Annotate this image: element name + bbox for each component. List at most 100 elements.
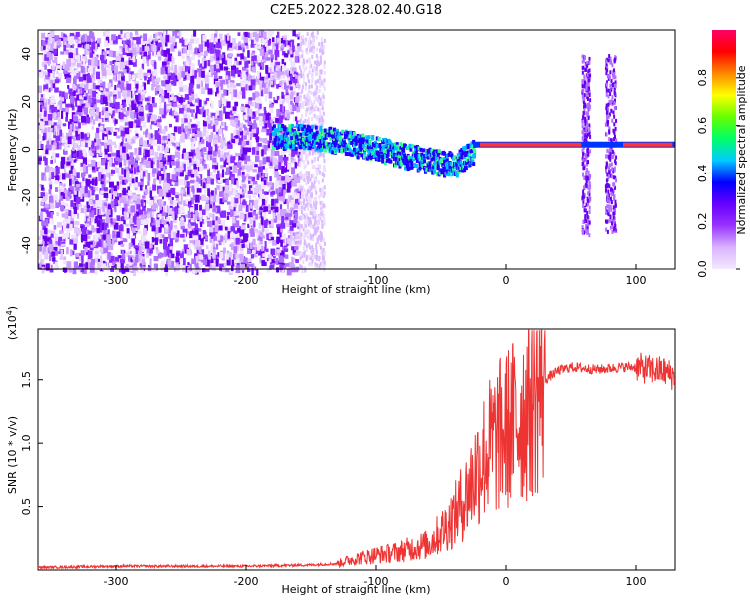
spectrogram-cell — [176, 104, 182, 108]
spectrogram-cell — [291, 256, 294, 263]
spectrogram-cell — [251, 66, 257, 73]
spectrogram-cell — [88, 261, 91, 269]
spectrogram-cell — [269, 176, 272, 182]
spectrogram-cell — [179, 170, 184, 177]
spectrogram-cell — [321, 260, 324, 265]
spectrogram-cell — [48, 255, 52, 261]
spectrogram-cell — [44, 88, 49, 92]
spectrogram-cell — [51, 172, 54, 180]
spectrogram-cell — [289, 178, 295, 183]
spectrogram-cell — [110, 187, 114, 194]
spectrogram-cell — [142, 72, 148, 79]
spectrogram-cell — [304, 223, 307, 228]
spectrogram-cell — [112, 185, 118, 193]
spectrogram-cell — [121, 268, 126, 274]
spectrogram-cell — [319, 97, 322, 102]
spectrogram-cell — [143, 211, 148, 218]
spectrogram-cell — [284, 85, 290, 89]
spectrogram-cell — [259, 238, 263, 245]
spectrogram-cell — [323, 166, 326, 171]
spectrogram-cell — [204, 101, 207, 105]
spectrogram-cell — [121, 167, 124, 175]
spectrogram-cell — [146, 248, 152, 256]
spectrogram-cell — [212, 252, 216, 259]
spectrogram-cell — [258, 160, 262, 167]
spectrogram-cell — [217, 117, 222, 121]
spectrogram-cell — [314, 151, 317, 156]
spectrogram-cell — [70, 101, 73, 108]
spectrogram-cell — [60, 161, 65, 169]
spectrogram-cell — [75, 187, 81, 191]
spectrogram-cell — [204, 163, 210, 170]
spectrogram-cell — [285, 188, 288, 193]
spectrogram-cell — [163, 241, 168, 250]
spectrogram-cell — [126, 90, 130, 97]
spectrogram-cell — [181, 123, 184, 132]
spectrogram-cell — [51, 251, 56, 257]
spectrogram-cell — [66, 261, 72, 269]
spectrogram-cell — [259, 190, 263, 199]
spectrogram-cell — [67, 210, 72, 217]
spectrogram-cell — [142, 140, 148, 148]
spectrogram-cell — [63, 68, 68, 74]
spectrogram-cell — [125, 60, 129, 66]
spectrogram-cell — [154, 151, 159, 160]
spectrogram-cell — [152, 161, 155, 165]
spectrogram-cell — [92, 36, 96, 43]
spectrogram-cell — [132, 194, 137, 201]
spectrogram-cell — [40, 197, 44, 202]
spectrogram-cell — [94, 138, 97, 143]
spectrogram-cell — [319, 266, 322, 271]
spectrogram-cell — [192, 158, 197, 166]
spectrogram-cell — [218, 225, 223, 231]
spectrogram-cell — [97, 258, 101, 262]
spectrogram-cell — [105, 127, 111, 134]
spectrogram-cell — [233, 140, 238, 145]
spectrogram-cell — [238, 41, 241, 46]
spectrogram-cell — [262, 138, 268, 144]
spectrogram-cell — [246, 147, 251, 153]
spectrogram-cell — [286, 97, 290, 104]
spectrogram-cell — [128, 160, 134, 165]
spectrogram-cell — [269, 105, 274, 114]
spectrogram-cell — [204, 60, 207, 69]
spectrogram-cell — [275, 258, 279, 266]
spectrogram-cell — [312, 233, 315, 238]
spectrogram-cell — [255, 155, 260, 162]
spectrogram-cell — [301, 54, 304, 59]
spectrogram-cell — [137, 89, 142, 94]
spectrogram-cell — [158, 219, 162, 225]
spectrogram-cell — [83, 216, 86, 222]
spectrogram-cell — [287, 50, 290, 55]
spectrogram-cell — [277, 70, 281, 78]
spectrogram-cell — [305, 124, 308, 129]
spectrogram-cell — [165, 268, 169, 277]
spectrogram-cell — [220, 138, 223, 143]
spectrogram-cell — [291, 82, 296, 90]
spectrogram-cell — [202, 34, 207, 42]
spectrogram-cell — [64, 144, 68, 151]
spectrogram-cell — [202, 235, 207, 239]
spectrogram-cell — [153, 114, 158, 121]
spectrogram-cell — [241, 165, 246, 170]
spectrogram-cell — [299, 252, 302, 257]
spectrogram-cell — [72, 153, 77, 158]
spectrogram-cell — [79, 191, 83, 200]
spectrogram-cell — [233, 178, 238, 185]
spectrogram-cell — [155, 168, 159, 174]
spectrogram-cell — [94, 132, 100, 139]
spectrogram-cell — [178, 195, 181, 202]
spectrogram-cell — [322, 79, 325, 84]
spectrogram-cell — [292, 30, 296, 37]
spectrogram-cell — [226, 215, 230, 220]
spectrogram-cell — [201, 66, 205, 71]
spectrogram-cell — [128, 242, 132, 250]
spectrogram-cell — [181, 118, 185, 123]
spectrogram-cell — [169, 253, 172, 259]
spectrogram-cell — [125, 132, 130, 139]
spectrogram-cell — [263, 106, 267, 111]
spectrogram-cell — [194, 263, 199, 269]
spectrogram-cell — [276, 37, 280, 43]
spectrogram-cell — [174, 180, 179, 187]
spectrogram-cell — [588, 123, 591, 128]
